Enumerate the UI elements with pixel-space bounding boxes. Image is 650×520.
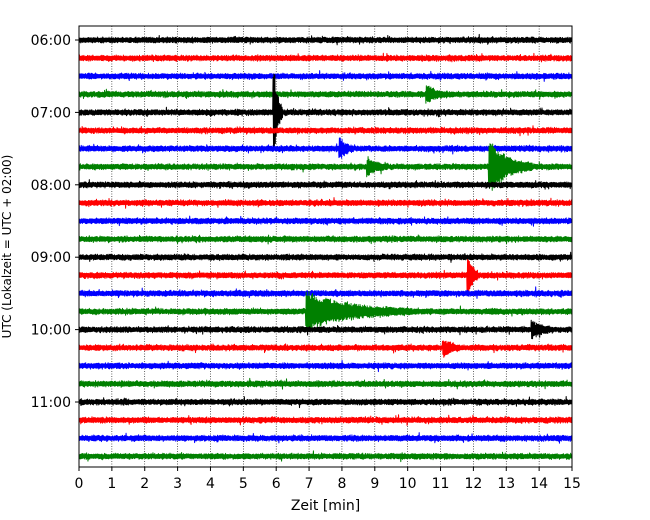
trace-line — [78, 340, 573, 358]
x-tick-label: 14 — [530, 476, 548, 492]
trace-line — [78, 215, 573, 227]
x-tick-label: 11 — [432, 476, 450, 492]
trace-line — [78, 319, 573, 340]
x-tick-label: 5 — [239, 476, 248, 492]
trace-line — [78, 359, 573, 373]
x-tick-label: 9 — [370, 476, 379, 492]
y-tick-label: 09:00 — [31, 250, 71, 266]
y-ticks: 06:00 07:00 08:00 09:00 10:00 11:00 — [31, 33, 79, 411]
y-tick-label: 10:00 — [31, 323, 71, 339]
trace-line — [78, 414, 573, 426]
y-tick-label: 06:00 — [31, 33, 71, 49]
trace-line — [78, 234, 573, 245]
trace-line — [78, 377, 573, 390]
x-tick-label: 8 — [337, 476, 346, 492]
x-tick-label: 7 — [305, 476, 314, 492]
trace-line — [78, 432, 573, 444]
trace-line — [78, 286, 573, 299]
trace-line — [78, 52, 573, 63]
y-axis-label: UTC (Lokalzeit = UTC + 02:00) — [0, 155, 14, 339]
trace-line — [78, 396, 573, 409]
trace-line — [78, 197, 573, 209]
trace-line — [78, 33, 573, 46]
x-tick-label: 4 — [206, 476, 215, 492]
trace-line — [78, 70, 573, 82]
y-tick-label: 11:00 — [31, 395, 71, 411]
x-ticks: 0 1 2 3 4 5 6 7 8 9 10 11 12 13 14 15 — [75, 467, 581, 492]
trace-layer — [78, 33, 573, 463]
x-tick-label: 10 — [399, 476, 417, 492]
x-tick-label: 13 — [497, 476, 515, 492]
trace-line — [78, 259, 573, 296]
y-tick-label: 07:00 — [31, 105, 71, 121]
trace-line — [78, 125, 573, 137]
y-tick-label: 08:00 — [31, 178, 71, 194]
x-tick-label: 2 — [140, 476, 149, 492]
trace-line — [78, 73, 573, 150]
x-tick-label: 6 — [272, 476, 281, 492]
x-tick-label: 0 — [75, 476, 84, 492]
x-axis-label: Zeit [min] — [291, 498, 360, 514]
trace-line — [78, 143, 573, 191]
trace-line — [78, 85, 573, 104]
trace-line — [78, 290, 573, 332]
x-tick-label: 12 — [464, 476, 482, 492]
x-tick-label: 1 — [107, 476, 116, 492]
x-tick-label: 3 — [173, 476, 182, 492]
trace-line — [78, 179, 573, 190]
x-tick-label: 15 — [563, 476, 581, 492]
trace-line — [78, 450, 573, 463]
plot-frame — [78, 25, 573, 468]
trace-line — [78, 251, 573, 263]
